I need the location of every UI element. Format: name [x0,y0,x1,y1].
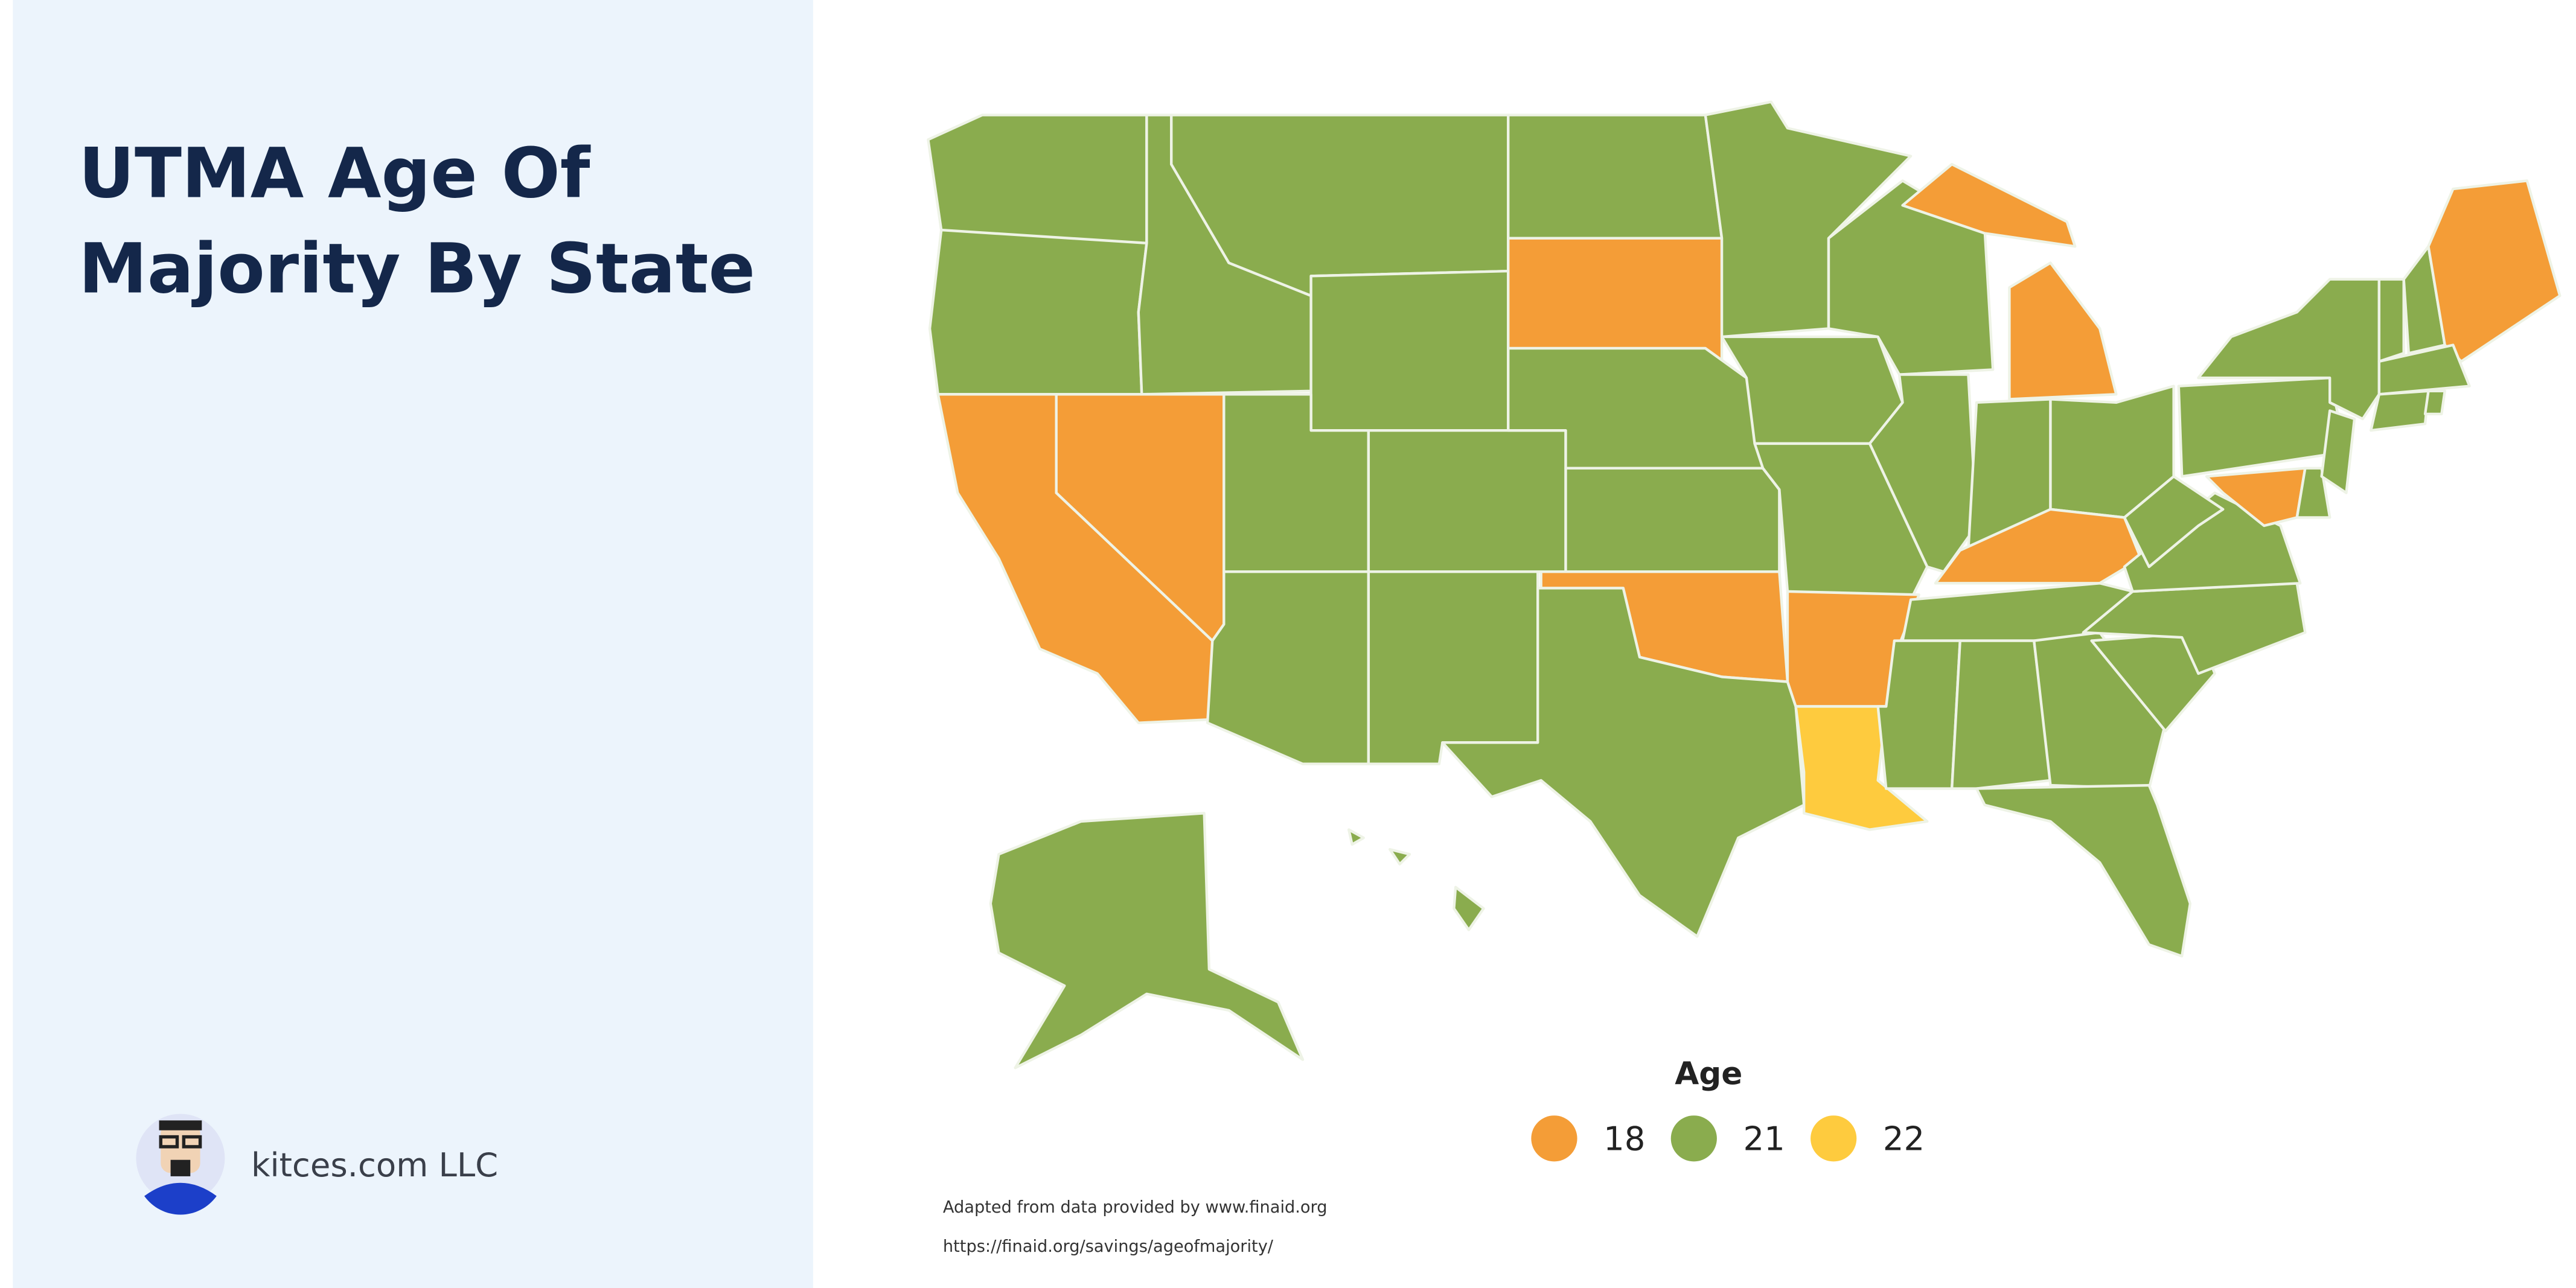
region [1901,163,2118,401]
region [2123,475,2225,569]
region [2370,389,2430,432]
region [2205,467,2307,528]
region [989,812,1305,1070]
region [1453,885,1485,931]
region [2177,376,2348,478]
legend-swatch [1811,1115,1857,1162]
region [1309,269,1510,432]
region [928,228,1148,396]
title-line: UTMA Age Of [78,133,591,214]
region [927,113,1148,248]
region [1347,828,1411,866]
legend-swatch [1531,1115,1577,1162]
region [1507,113,1724,240]
source: https://finaid.org/savings/ageofmajority… [943,1237,1274,1256]
legend: 18 21 22 [1531,1115,1925,1162]
region [1950,639,2052,790]
region [1827,179,1995,376]
source: Adapted from data provided by www.finaid… [943,1198,1328,1217]
region [2377,343,2471,396]
region [1868,373,1978,573]
region [1975,783,2192,958]
author: kitces.com LLC [251,1146,498,1184]
region [2295,467,2332,519]
legend-label: 18 [1603,1119,1645,1158]
region [2320,409,2356,494]
region [2377,278,2405,363]
region [1564,467,1781,573]
side-panel [13,0,813,1288]
map [927,100,2562,1070]
region [1507,237,1724,363]
legend-swatch [1670,1115,1717,1162]
region [2423,389,2446,416]
legend-title: Age [1675,1056,1742,1092]
region [1367,429,1567,573]
legend-label: 21 [1743,1119,1785,1158]
region [1367,570,1539,765]
region [2427,179,2562,363]
title-line: Majority By State [78,229,755,309]
avatar [136,1114,225,1215]
legend-label: 22 [1883,1119,1925,1158]
region [1206,570,1370,765]
region [1441,587,1806,938]
